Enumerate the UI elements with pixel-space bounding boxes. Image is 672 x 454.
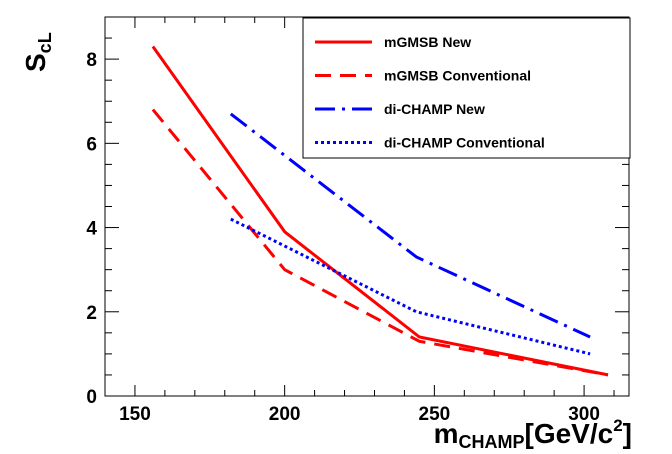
series-lines [151,45,609,377]
y-tick-label: 8 [86,50,97,71]
series-line-di-champ-conventional [230,217,591,356]
legend-entries: mGMSB New mGMSB Conventional di-CHAMP New d… [315,34,545,151]
x-tick-label: 250 [419,404,451,425]
legend-label: di-CHAMP New [384,101,485,117]
x-tick-label: 150 [119,404,151,425]
legend: mGMSB New mGMSB Conventional di-CHAMP New d… [302,17,631,159]
y-tick-labels: 0 2 4 6 8 [86,50,97,408]
series-line-mgmsb-conventional [151,108,609,377]
x-axis-title: mCHAMP[GeV/c2] [434,416,632,452]
y-tick-label: 2 [86,303,97,324]
y-axis-title: ScL [20,32,55,72]
y-tick-label: 0 [86,387,97,408]
series-line-di-champ-new [229,112,591,339]
x-tick-labels: 150 200 250 300 [119,404,600,425]
x-tick-label: 300 [568,404,600,425]
y-tick-label: 4 [86,219,97,240]
y-tick-label: 6 [86,134,97,155]
series-line-mgmsb-new [151,45,609,377]
x-tick-label: 200 [269,404,301,425]
legend-label: mGMSB Conventional [384,68,531,84]
legend-label: mGMSB New [384,34,471,50]
legend-label: di-CHAMP Conventional [384,135,545,151]
